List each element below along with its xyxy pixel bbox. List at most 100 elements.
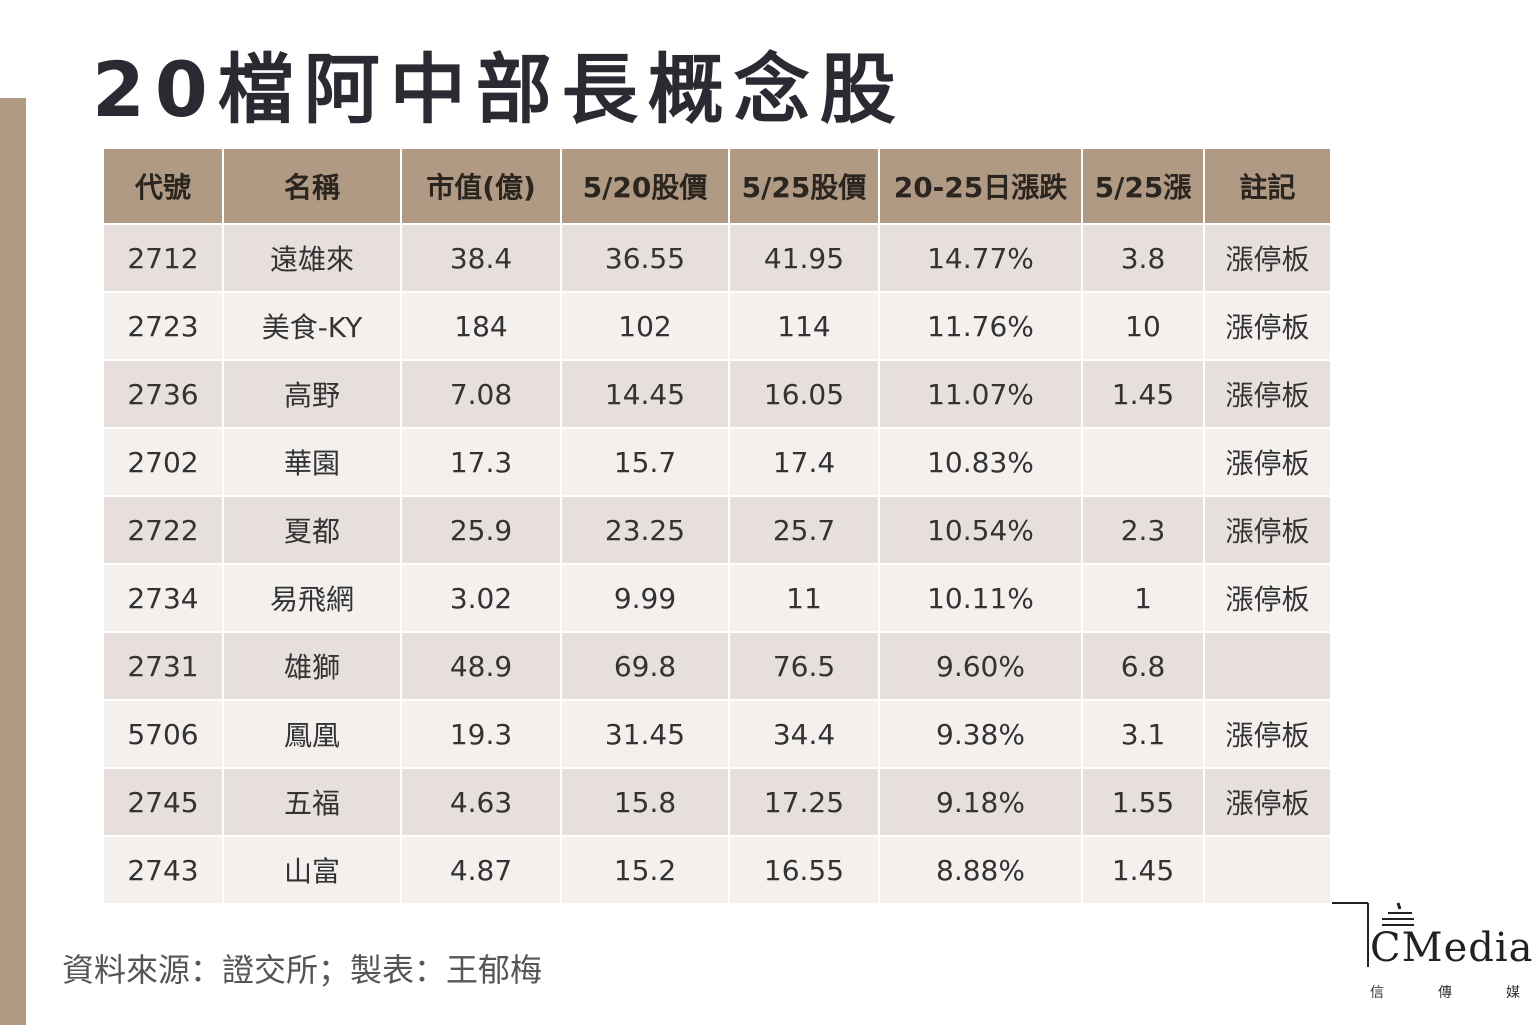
- cell-price-0525: 76.5: [728, 631, 880, 701]
- table-header-row: 代號 名稱 市值(億) 5/20股價 5/25股價 20-25日漲跌 5/25漲…: [102, 147, 1332, 225]
- cell-change-pct: 9.38%: [878, 699, 1083, 769]
- logo-wordmark: CMedia: [1370, 925, 1534, 971]
- cell-change-pct: 10.54%: [878, 495, 1083, 565]
- cell-price-0525: 114: [728, 291, 880, 361]
- cell-change-pct: 11.07%: [878, 359, 1083, 429]
- cell-price-0525: 34.4: [728, 699, 880, 769]
- table-row: 2736 高野 7.08 14.45 16.05 11.07% 1.45 漲停板: [102, 359, 1332, 429]
- cell-gain-0525: 10: [1081, 291, 1205, 361]
- cell-price-0520: 23.25: [560, 495, 730, 565]
- logo-subtitle: 信 傳 媒: [1370, 982, 1520, 1002]
- cell-price-0520: 15.8: [560, 767, 730, 837]
- table-row: 2702 華園 17.3 15.7 17.4 10.83% 漲停板: [102, 427, 1332, 497]
- cell-gain-0525: 1.45: [1081, 359, 1205, 429]
- cell-note: 漲停板: [1203, 563, 1332, 633]
- table-row: 2734 易飛網 3.02 9.99 11 10.11% 1 漲停板: [102, 563, 1332, 633]
- cell-market-cap: 3.02: [400, 563, 562, 633]
- cell-price-0520: 15.7: [560, 427, 730, 497]
- cell-gain-0525: 3.1: [1081, 699, 1205, 769]
- cell-name: 鳳凰: [222, 699, 402, 769]
- header-price-0525: 5/25股價: [728, 147, 880, 225]
- cell-code: 2734: [102, 563, 224, 633]
- cell-code: 2743: [102, 835, 224, 905]
- cell-gain-0525: 1.55: [1081, 767, 1205, 837]
- cell-note: 漲停板: [1203, 291, 1332, 361]
- cell-market-cap: 4.63: [400, 767, 562, 837]
- cell-code: 5706: [102, 699, 224, 769]
- cell-price-0525: 11: [728, 563, 880, 633]
- cell-price-0525: 25.7: [728, 495, 880, 565]
- cell-note: 漲停板: [1203, 495, 1332, 565]
- cell-code: 2745: [102, 767, 224, 837]
- cell-price-0525: 17.4: [728, 427, 880, 497]
- cell-code: 2722: [102, 495, 224, 565]
- side-accent-bar: [0, 98, 26, 1025]
- header-price-0520: 5/20股價: [560, 147, 730, 225]
- cell-change-pct: 9.60%: [878, 631, 1083, 701]
- page-title: 20檔阿中部長概念股: [92, 45, 906, 134]
- cell-name: 五福: [222, 767, 402, 837]
- cell-price-0520: 14.45: [560, 359, 730, 429]
- cell-code: 2731: [102, 631, 224, 701]
- header-gain-0525: 5/25漲: [1081, 147, 1205, 225]
- cell-gain-0525: [1081, 427, 1205, 497]
- table-row: 2745 五福 4.63 15.8 17.25 9.18% 1.55 漲停板: [102, 767, 1332, 837]
- source-caption: 資料來源：證交所；製表：王郁梅: [62, 951, 543, 989]
- cell-code: 2723: [102, 291, 224, 361]
- cell-gain-0525: 6.8: [1081, 631, 1205, 701]
- cell-market-cap: 38.4: [400, 223, 562, 293]
- cell-market-cap: 48.9: [400, 631, 562, 701]
- table-row: 2731 雄獅 48.9 69.8 76.5 9.60% 6.8: [102, 631, 1332, 701]
- stock-table-container: 代號 名稱 市值(億) 5/20股價 5/25股價 20-25日漲跌 5/25漲…: [102, 147, 1332, 905]
- cell-name: 易飛網: [222, 563, 402, 633]
- cell-name: 夏都: [222, 495, 402, 565]
- logo-sub-char: 媒: [1506, 985, 1520, 1001]
- cell-change-pct: 8.88%: [878, 835, 1083, 905]
- cell-note: [1203, 631, 1332, 701]
- cell-note: 漲停板: [1203, 359, 1332, 429]
- cell-change-pct: 14.77%: [878, 223, 1083, 293]
- cell-price-0525: 16.05: [728, 359, 880, 429]
- header-note: 註記: [1203, 147, 1332, 225]
- cell-gain-0525: 1.45: [1081, 835, 1205, 905]
- cell-market-cap: 17.3: [400, 427, 562, 497]
- cell-note: 漲停板: [1203, 767, 1332, 837]
- table-row: 2722 夏都 25.9 23.25 25.7 10.54% 2.3 漲停板: [102, 495, 1332, 565]
- cell-change-pct: 10.83%: [878, 427, 1083, 497]
- cmedia-logo-mark: [1332, 902, 1414, 967]
- cell-market-cap: 19.3: [400, 699, 562, 769]
- cell-note: 漲停板: [1203, 223, 1332, 293]
- logo-sub-char: 信: [1370, 985, 1384, 1001]
- cell-market-cap: 7.08: [400, 359, 562, 429]
- cell-market-cap: 25.9: [400, 495, 562, 565]
- cell-name: 美食-KY: [222, 291, 402, 361]
- header-market-cap: 市值(億): [400, 147, 562, 225]
- cell-note: [1203, 835, 1332, 905]
- cell-price-0520: 102: [560, 291, 730, 361]
- header-code: 代號: [102, 147, 224, 225]
- cell-change-pct: 10.11%: [878, 563, 1083, 633]
- cell-gain-0525: 3.8: [1081, 223, 1205, 293]
- cell-market-cap: 4.87: [400, 835, 562, 905]
- header-name: 名稱: [222, 147, 402, 225]
- table-row: 5706 鳳凰 19.3 31.45 34.4 9.38% 3.1 漲停板: [102, 699, 1332, 769]
- cell-price-0520: 9.99: [560, 563, 730, 633]
- cell-name: 華園: [222, 427, 402, 497]
- cell-note: 漲停板: [1203, 427, 1332, 497]
- cell-market-cap: 184: [400, 291, 562, 361]
- cell-name: 遠雄來: [222, 223, 402, 293]
- cell-change-pct: 9.18%: [878, 767, 1083, 837]
- cell-name: 山富: [222, 835, 402, 905]
- cell-price-0525: 41.95: [728, 223, 880, 293]
- cell-change-pct: 11.76%: [878, 291, 1083, 361]
- cell-note: 漲停板: [1203, 699, 1332, 769]
- cell-code: 2702: [102, 427, 224, 497]
- cell-price-0520: 69.8: [560, 631, 730, 701]
- cell-price-0525: 17.25: [728, 767, 880, 837]
- logo-sub-char: 傳: [1438, 985, 1452, 1001]
- cell-price-0520: 31.45: [560, 699, 730, 769]
- header-change-pct: 20-25日漲跌: [878, 147, 1083, 225]
- cell-price-0520: 15.2: [560, 835, 730, 905]
- cell-price-0520: 36.55: [560, 223, 730, 293]
- cell-gain-0525: 2.3: [1081, 495, 1205, 565]
